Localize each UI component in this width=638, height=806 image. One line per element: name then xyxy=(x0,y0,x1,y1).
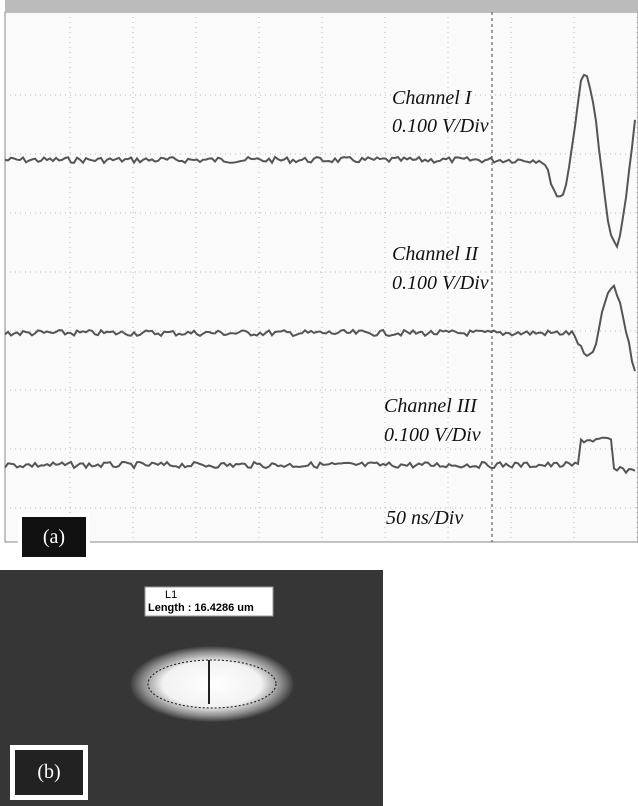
waveform xyxy=(4,436,636,475)
measure-box xyxy=(144,586,274,617)
scope-header xyxy=(5,0,638,12)
channel-name: Channel I xyxy=(392,87,473,109)
timebase: 50 ns/Div xyxy=(386,507,463,529)
panel-label: (b) xyxy=(37,761,60,783)
channel-scale: 0.100 V/Div xyxy=(392,115,489,137)
label-box xyxy=(22,517,86,557)
spot-halo xyxy=(130,646,294,722)
waveform xyxy=(4,283,636,372)
label-box xyxy=(15,750,83,795)
spot-edge xyxy=(147,659,277,709)
panel-label: (a) xyxy=(43,526,65,548)
channel-name: Channel III xyxy=(384,395,478,417)
channel-scale: 0.100 V/Div xyxy=(384,424,481,446)
channel-scale: 0.100 V/Div xyxy=(392,272,489,294)
measure-length: Length : 16.4286 um xyxy=(148,602,254,614)
waveform xyxy=(4,73,636,250)
scope-traces xyxy=(4,73,636,475)
channel-name: Channel II xyxy=(392,243,479,265)
measure-name: L1 xyxy=(165,589,177,601)
